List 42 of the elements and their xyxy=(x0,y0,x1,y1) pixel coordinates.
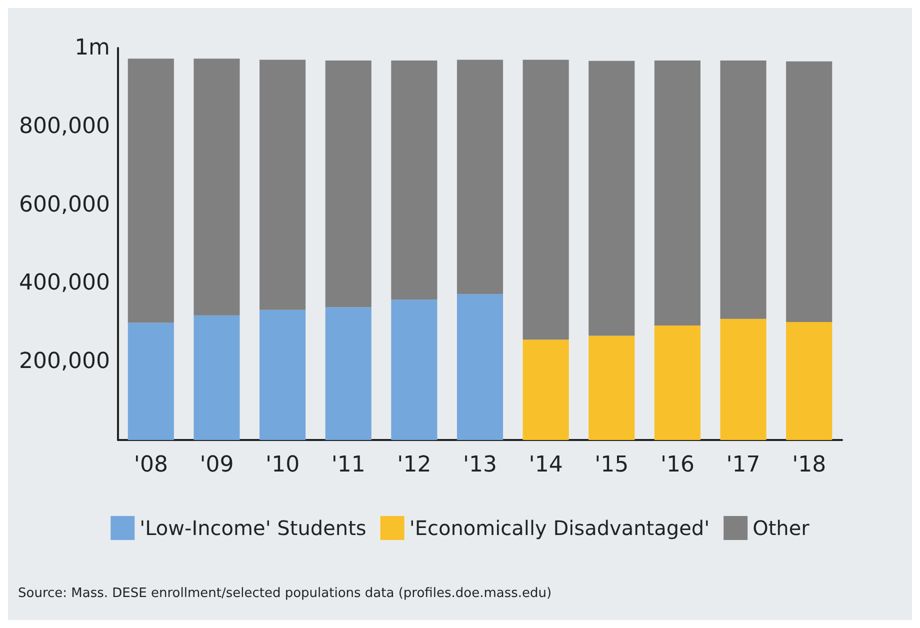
y-tick-label: 400,000 xyxy=(19,270,110,296)
bar xyxy=(194,315,240,440)
x-tick-label: '17 xyxy=(726,452,760,478)
y-tick-label: 600,000 xyxy=(19,192,110,218)
legend-label: Other xyxy=(752,516,810,540)
y-tick-label: 1m xyxy=(74,36,110,60)
x-tick-label: '14 xyxy=(528,452,563,478)
x-tick-label: '13 xyxy=(462,452,498,478)
y-tick-label: 200,000 xyxy=(19,349,110,374)
x-tick-label: '10 xyxy=(266,452,300,478)
bar xyxy=(194,58,240,316)
x-tick-label: '12 xyxy=(397,452,432,478)
x-tick-label: '15 xyxy=(594,452,629,478)
legend-label: 'Low-Income' Students xyxy=(140,516,366,540)
bar xyxy=(654,326,700,440)
bar xyxy=(654,60,700,326)
bar xyxy=(720,60,766,319)
legend-label: 'Economically Disadvantaged' xyxy=(409,516,710,540)
source-note: Source: Mass. DESE enrollment/selected populations data (profiles.doe.mass.edu) xyxy=(18,586,552,601)
bar xyxy=(522,340,569,440)
bar xyxy=(720,318,766,440)
x-tick-label: '11 xyxy=(331,452,366,478)
bar xyxy=(128,58,174,323)
bar xyxy=(786,61,832,322)
bar xyxy=(391,60,438,300)
bar xyxy=(391,300,438,440)
bar xyxy=(588,336,635,440)
bar xyxy=(456,60,504,294)
bar xyxy=(588,60,635,336)
x-tick-label: '08 xyxy=(134,452,168,478)
bar xyxy=(325,60,372,308)
bar xyxy=(456,294,504,440)
x-tick-label: '18 xyxy=(792,452,826,478)
bar xyxy=(325,307,372,440)
x-tick-label: '09 xyxy=(200,452,234,478)
bar xyxy=(128,322,174,440)
bar xyxy=(522,60,569,340)
bar xyxy=(260,310,306,440)
y-tick-label: 800,000 xyxy=(19,114,110,139)
bar xyxy=(260,60,306,310)
x-tick-label: '16 xyxy=(660,452,694,478)
bar xyxy=(786,322,832,440)
